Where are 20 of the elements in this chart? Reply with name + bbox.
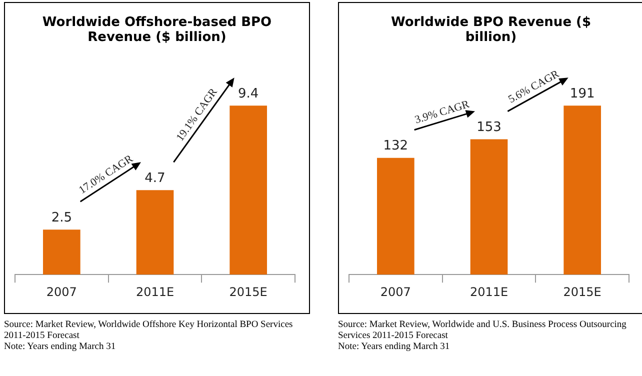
x-tick-label: 2011E bbox=[136, 284, 174, 299]
chart-title: Worldwide Offshore-based BPO Revenue ($ billion) bbox=[41, 15, 273, 45]
annotation: 5.6% CAGR bbox=[506, 68, 562, 106]
chart-title: Worldwide BPO Revenue ($ billion) bbox=[390, 15, 592, 45]
source-note: Source: Market Review, Worldwide Offshore Key Horizontal BPO Services 2011-2015 Forecast bbox=[4, 320, 294, 342]
data-label: 4.7 bbox=[144, 171, 166, 186]
data-label: 132 bbox=[383, 138, 408, 154]
text: Note: Years ending March 31 bbox=[4, 342, 117, 353]
data-label: 2.5 bbox=[51, 210, 72, 226]
x-tick-label: 2015E bbox=[563, 284, 602, 299]
data-label: 191 bbox=[570, 86, 595, 102]
x-tick-label: 2011E bbox=[470, 284, 508, 299]
data-label: 9.4 bbox=[238, 86, 259, 102]
x-tick-label: 2007 bbox=[46, 284, 77, 299]
annotation: 3.9% CAGR bbox=[414, 98, 472, 126]
data-label: 153 bbox=[476, 120, 502, 136]
source-note: Source: Market Review, Worldwide and U.S. Business Process Outsourcing Services 2011-2015 Forecast bbox=[338, 320, 628, 342]
x-tick-label: 2007 bbox=[380, 284, 411, 299]
x-tick-label: 2015E bbox=[229, 284, 268, 299]
text: Note: Years ending March 31 bbox=[338, 342, 451, 353]
